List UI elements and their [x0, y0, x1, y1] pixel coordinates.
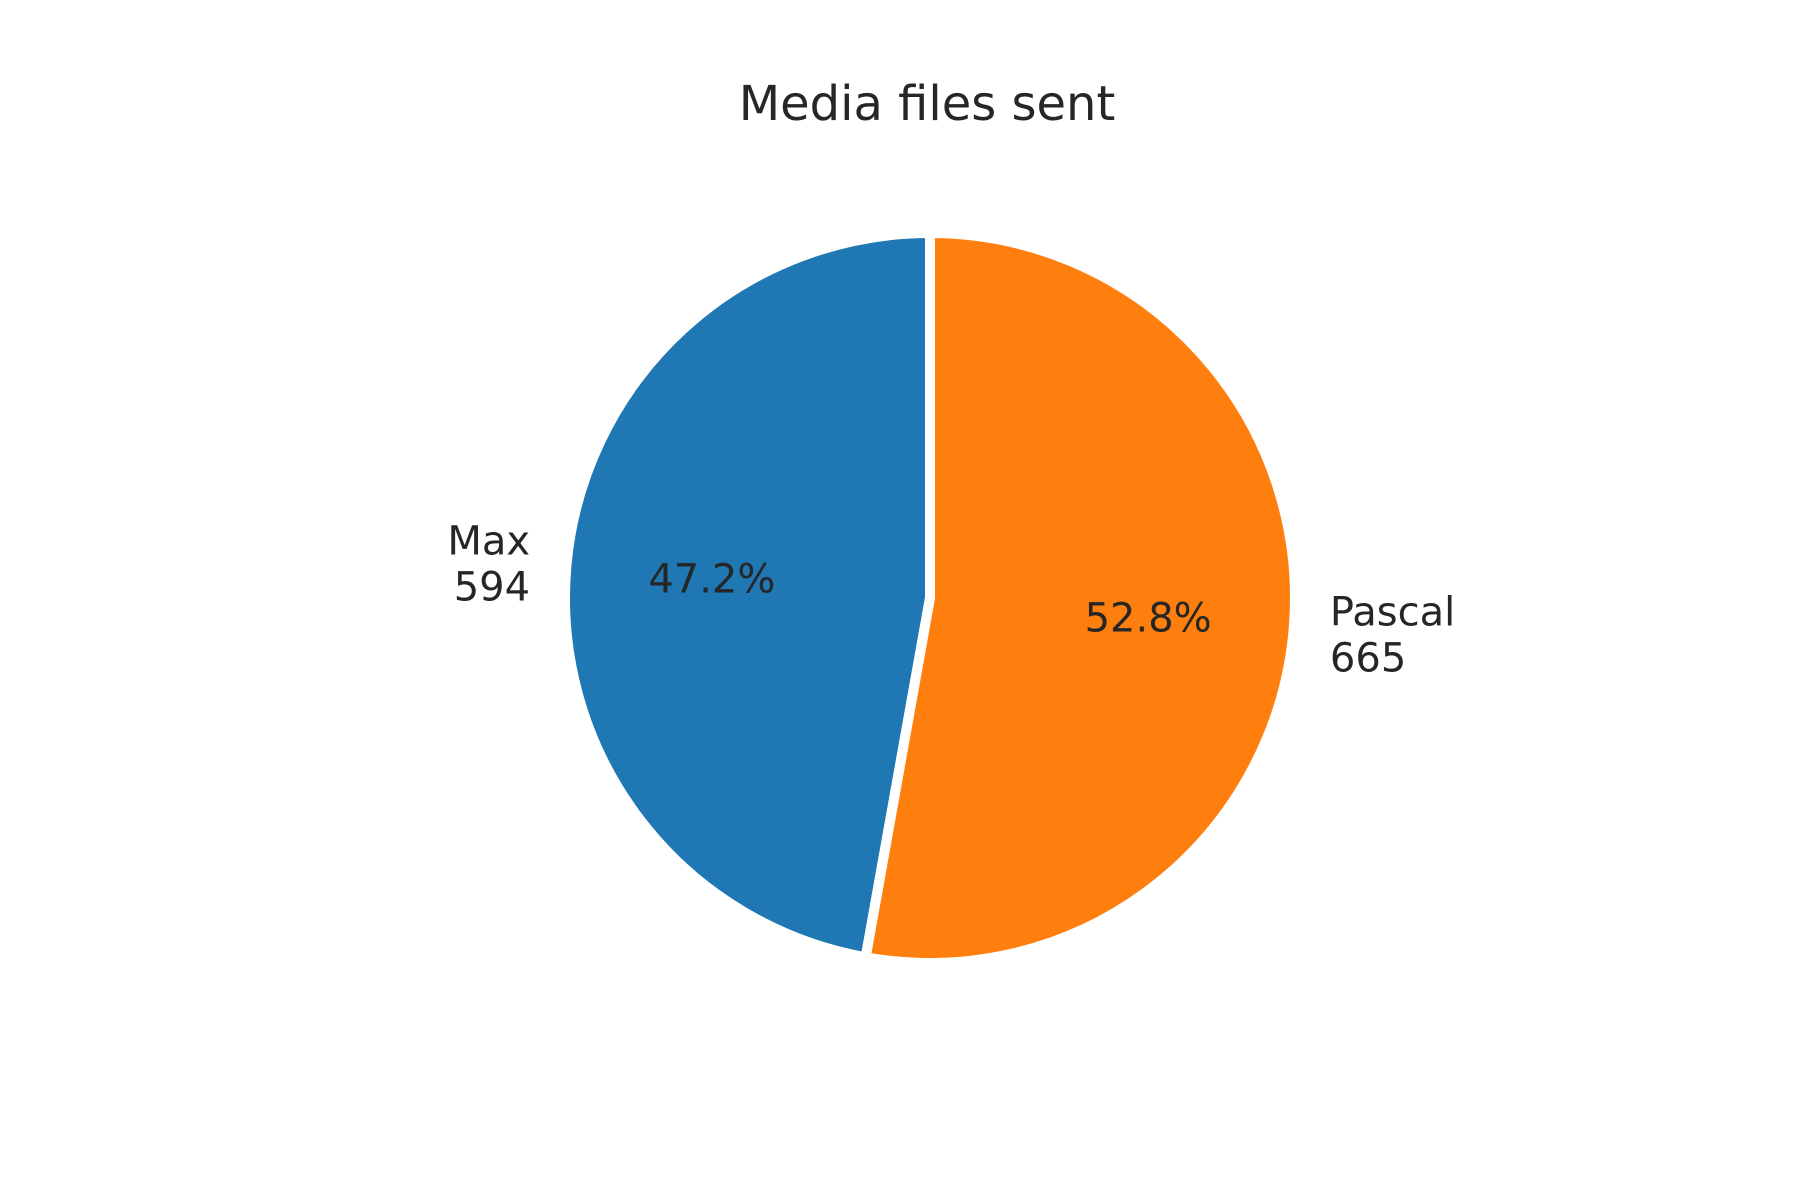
pie-slice-pascal [859, 227, 1300, 968]
slice-label-pascal: Pascal 665 [1330, 590, 1455, 682]
pie-labels: Max 594 47.2% Pascal 665 52.8% [447, 518, 1455, 681]
slice-label-max: Max 594 [447, 518, 530, 610]
slice-value: 594 [454, 564, 530, 610]
slice-percent-pascal: 52.8% [1085, 595, 1212, 641]
chart-title: Media files sent [739, 76, 1116, 132]
pie-slice-max [559, 227, 935, 964]
slice-value: 665 [1330, 636, 1406, 682]
slice-name: Pascal [1330, 590, 1455, 636]
slice-percent-max: 47.2% [648, 557, 775, 603]
pie-slices [559, 227, 1300, 968]
slice-name: Max [447, 518, 530, 564]
